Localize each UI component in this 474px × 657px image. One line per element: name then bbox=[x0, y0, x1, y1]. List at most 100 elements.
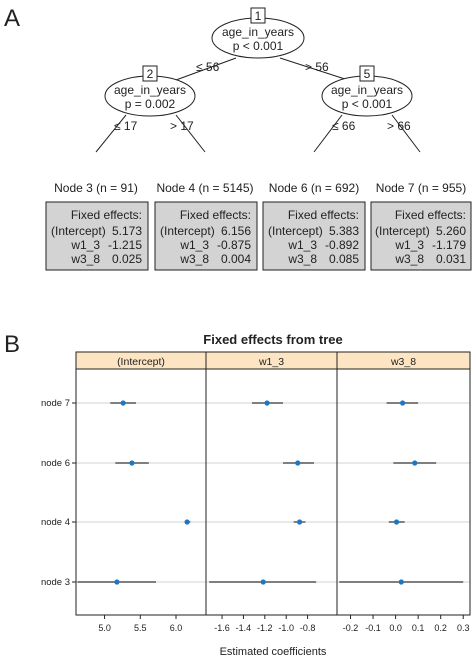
estimate-point bbox=[184, 519, 190, 525]
x-tick-label: -1.4 bbox=[236, 623, 252, 633]
fixed-effects-header: Fixed effects: bbox=[180, 208, 251, 222]
row-label-node-3: node 3 bbox=[41, 577, 70, 588]
node-id-box bbox=[359, 65, 375, 82]
edge-1-5 bbox=[279, 57, 349, 81]
x-tick-label: 5.0 bbox=[98, 623, 111, 633]
tree-edges bbox=[95, 57, 421, 153]
coef-value: 0.004 bbox=[221, 252, 251, 266]
x-tick-label: 5.5 bbox=[134, 623, 147, 633]
estimate-point bbox=[296, 519, 303, 525]
coef-name: w1_3 bbox=[70, 238, 100, 252]
facet-panel-border bbox=[336, 368, 471, 616]
facet-panel-border bbox=[205, 368, 338, 616]
coef-name: w3_8 bbox=[287, 252, 317, 266]
x-axis-label: Estimated coefficients bbox=[220, 646, 327, 657]
node-id-box bbox=[250, 7, 266, 24]
edge-label-1-left: ≤ 56 bbox=[196, 60, 220, 74]
coef-value: 5.173 bbox=[112, 224, 142, 238]
coef-value: 6.156 bbox=[221, 224, 251, 238]
coef-name: w1_3 bbox=[179, 238, 209, 252]
terminal-node-box bbox=[154, 201, 258, 271]
coef-name: w1_3 bbox=[287, 238, 317, 252]
estimate-point bbox=[260, 579, 266, 585]
facet-0: (Intercept) 5.0 5.5 6.0 bbox=[75, 351, 207, 633]
estimate-point bbox=[398, 579, 404, 585]
coef-name: w1_3 bbox=[394, 238, 424, 252]
x-tick-label: 0.1 bbox=[412, 623, 425, 633]
split-pvalue: p < 0.001 bbox=[342, 97, 393, 111]
x-tick-label: -0.2 bbox=[343, 623, 359, 633]
terminal-node-box bbox=[45, 201, 149, 271]
fixed-effects-header: Fixed effects: bbox=[288, 208, 359, 222]
coef-value: 5.383 bbox=[329, 224, 359, 238]
terminal-node-title: Node 3 (n = 91) bbox=[54, 181, 138, 195]
plot-title: Fixed effects from tree bbox=[203, 332, 342, 347]
estimate-point bbox=[399, 400, 406, 406]
edge-labels: ≤ 56 > 56 ≤ 17 > 17 ≤ 66 > 66 bbox=[114, 60, 411, 133]
coef-name: (Intercept) bbox=[268, 224, 323, 238]
estimate-point bbox=[264, 400, 270, 406]
x-tick-label: -0.8 bbox=[300, 623, 316, 633]
terminal-node-title: Node 7 (n = 955) bbox=[376, 181, 466, 195]
estimate-point bbox=[412, 460, 418, 466]
coef-value: 5.260 bbox=[436, 224, 466, 238]
split-variable: age_in_years bbox=[114, 83, 186, 97]
coef-name: (Intercept) bbox=[375, 224, 430, 238]
facet-panel-border bbox=[75, 368, 207, 616]
facet-strip-label: w3_8 bbox=[390, 356, 416, 368]
row-labels: node 7 node 6 node 4 node 3 bbox=[41, 398, 70, 588]
coef-value: -1.179 bbox=[432, 238, 466, 252]
edge-label-5-left: ≤ 66 bbox=[332, 119, 356, 133]
facet-strip-label: w1_3 bbox=[258, 356, 284, 368]
row-label-node-6: node 6 bbox=[41, 458, 70, 469]
coef-name: (Intercept) bbox=[160, 224, 215, 238]
terminal-node-4: Node 4 (n = 5145) Fixed effects: (Interc… bbox=[154, 181, 258, 271]
facet-strip-label: (Intercept) bbox=[117, 356, 165, 368]
x-tick-label: -0.1 bbox=[365, 623, 381, 633]
coef-name: w3_8 bbox=[70, 252, 100, 266]
panel-b-label: B bbox=[4, 331, 20, 358]
x-tick-label: 0.2 bbox=[434, 623, 447, 633]
coef-value: -0.875 bbox=[217, 238, 251, 252]
split-node-1: 1 age_in_years p < 0.001 bbox=[211, 7, 305, 59]
fixed-effects-header: Fixed effects: bbox=[395, 208, 466, 222]
edge-5-7 bbox=[391, 114, 421, 153]
edge-2-4 bbox=[175, 114, 206, 153]
node-id: 5 bbox=[364, 67, 371, 81]
estimate-point bbox=[393, 519, 400, 525]
x-tick-label: 0.0 bbox=[389, 623, 402, 633]
coef-name: w3_8 bbox=[394, 252, 424, 266]
x-tick-label: -1.0 bbox=[278, 623, 294, 633]
terminal-node-title: Node 6 (n = 692) bbox=[269, 181, 359, 195]
fixed-effects-header: Fixed effects: bbox=[71, 208, 142, 222]
coef-value: 0.031 bbox=[436, 252, 466, 266]
edge-label-5-right: > 66 bbox=[387, 119, 411, 133]
split-pvalue: p < 0.001 bbox=[233, 39, 284, 53]
split-node-2: 2 age_in_years p = 0.002 bbox=[104, 65, 196, 117]
x-tick-label: -1.6 bbox=[214, 623, 230, 633]
facet-2: w3_8 -0.2 -0.1 0.0 0.1 0.2 0.3 bbox=[336, 351, 471, 633]
edge-label-2-left: ≤ 17 bbox=[114, 119, 138, 133]
estimate-point bbox=[295, 460, 301, 466]
node-id-box bbox=[142, 65, 158, 82]
split-variable: age_in_years bbox=[222, 25, 294, 39]
terminal-node-6: Node 6 (n = 692) Fixed effects: (Interce… bbox=[262, 181, 366, 271]
coef-value: 0.025 bbox=[112, 252, 142, 266]
facets: (Intercept) 5.0 5.5 6.0 w1_3 -1.6 -1.4 -1.2 -1.0… bbox=[72, 351, 471, 633]
edge-label-1-right: > 56 bbox=[305, 60, 329, 74]
edge-1-2 bbox=[175, 57, 237, 81]
edge-5-6 bbox=[313, 114, 343, 153]
node-id: 1 bbox=[255, 9, 262, 23]
node-id: 2 bbox=[147, 67, 154, 81]
terminal-node-box bbox=[262, 201, 366, 271]
terminal-node-3: Node 3 (n = 91) Fixed effects: (Intercep… bbox=[45, 181, 149, 271]
coef-name: w3_8 bbox=[179, 252, 209, 266]
x-tick-label: 6.0 bbox=[170, 623, 183, 633]
row-label-node-4: node 4 bbox=[41, 517, 70, 528]
estimate-point bbox=[120, 400, 126, 406]
x-tick-label: 0.3 bbox=[457, 623, 470, 633]
estimate-point bbox=[129, 460, 135, 466]
estimate-point bbox=[114, 579, 120, 585]
coef-name: (Intercept) bbox=[51, 224, 106, 238]
